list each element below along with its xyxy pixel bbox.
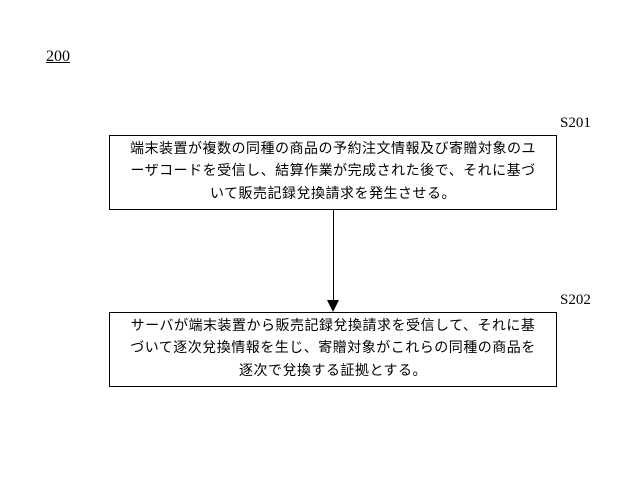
step-text-s201: 端末装置が複数の同種の商品の予約注文情報及び寄贈対象のユーザコードを受信し、結算… xyxy=(128,139,538,206)
figure-number: 200 xyxy=(46,48,70,66)
step-label-s201: S201 xyxy=(560,115,591,132)
step-box-s201: 端末装置が複数の同種の商品の予約注文情報及び寄贈対象のユーザコードを受信し、結算… xyxy=(109,135,557,210)
diagram-canvas: 200 端末装置が複数の同種の商品の予約注文情報及び寄贈対象のユーザコードを受信… xyxy=(0,0,640,503)
step-box-s202: サーバが端末装置から販売記録兌換請求を受信して、それに基づいて逐次兌換情報を生じ… xyxy=(109,312,557,387)
arrow-head-icon xyxy=(327,300,339,312)
arrow-line xyxy=(333,210,334,300)
step-label-s202: S202 xyxy=(560,292,591,309)
step-text-s202: サーバが端末装置から販売記録兌換請求を受信して、それに基づいて逐次兌換情報を生じ… xyxy=(128,316,538,383)
